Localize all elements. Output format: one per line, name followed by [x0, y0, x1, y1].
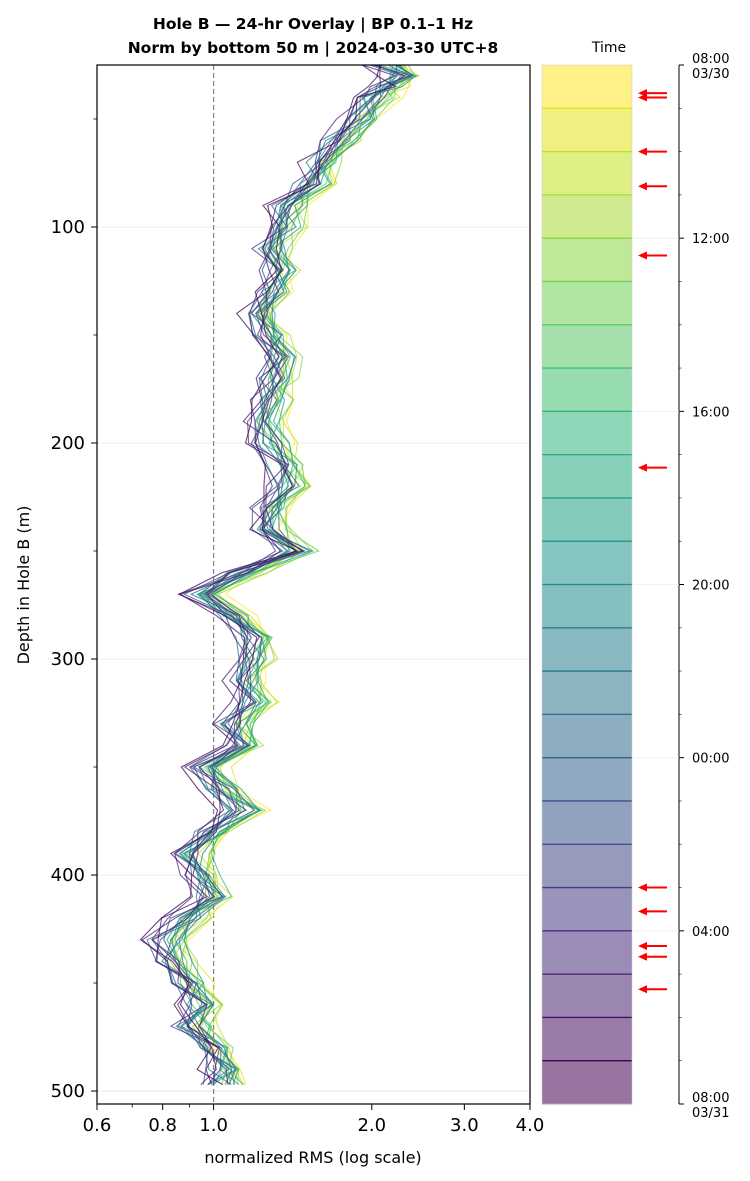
series-line-0130	[163, 64, 414, 1085]
colorbar-band-11	[542, 541, 632, 585]
event-arrow-6	[638, 883, 667, 892]
event-arrow-3	[638, 182, 667, 191]
series-line-0730	[139, 64, 398, 1086]
colorbar-tick-label-4: 00:00	[692, 752, 729, 767]
chart-title-line-2: Norm by bottom 50 m | 2024-03-30 UTC+8	[128, 39, 499, 58]
series-line-2330	[166, 64, 398, 1085]
series-line-0430	[151, 64, 398, 1085]
series-line-0630	[156, 64, 379, 1085]
series-line-0330	[151, 64, 407, 1085]
x-tick-label-0.8: 0.8	[148, 1115, 177, 1136]
event-arrows	[638, 89, 667, 994]
colorbar-band-5	[542, 281, 632, 326]
event-arrow-8	[638, 941, 667, 950]
colorbar-band-3	[542, 194, 632, 239]
colorbar-band-1	[542, 108, 632, 153]
y-tick-label-500: 500	[51, 1081, 85, 1102]
colorbar-band-15	[542, 714, 632, 759]
event-arrow-7	[638, 907, 667, 916]
event-arrow-2	[638, 147, 667, 156]
colorbar-tick-label-3: 20:00	[692, 579, 729, 594]
x-axis-label: normalized RMS (log scale)	[204, 1148, 421, 1167]
event-arrow-10	[638, 985, 667, 994]
y-axis: 100 200 300 400 500	[51, 118, 97, 1102]
colorbar-tick-label-0: 08:00 03/30	[692, 52, 729, 82]
colorbar-band-8	[542, 411, 632, 456]
colorbar	[541, 64, 633, 1105]
colorbar-band-21	[542, 974, 632, 1018]
series-line-1230	[183, 64, 405, 1085]
colorbar-band-2	[542, 151, 632, 196]
colorbar-axis: 08:00 03/30 12:00 16:00 20:00 00:00 04:00 08:00…	[632, 52, 729, 1121]
event-arrow-5	[638, 463, 667, 472]
plot-area	[96, 64, 531, 1105]
event-arrow-4	[638, 251, 667, 260]
colorbar-band-23	[542, 1060, 632, 1105]
colorbar-band-0	[542, 65, 632, 109]
series-line-1430	[169, 64, 401, 1085]
x-tick-label-4.0: 4.0	[516, 1115, 545, 1136]
y-tick-label-300: 300	[51, 649, 85, 670]
series-line-2130	[151, 64, 402, 1086]
colorbar-title: Time	[591, 40, 626, 56]
colorbar-band-19	[542, 887, 632, 932]
y-tick-label-400: 400	[51, 865, 85, 886]
series-line-1830	[183, 64, 417, 1085]
colorbar-band-17	[542, 800, 632, 845]
colorbar-band-4	[542, 238, 632, 282]
colorbar-band-7	[542, 368, 632, 412]
chart-title-line-1: Hole B — 24-hr Overlay | BP 0.1–1 Hz	[153, 15, 473, 34]
colorbar-tick-label-2: 16:00	[692, 405, 729, 420]
y-tick-label-200: 200	[51, 433, 85, 454]
series-line-1330	[179, 64, 416, 1085]
chart-title: Hole B — 24-hr Overlay | BP 0.1–1 Hz Nor…	[128, 15, 499, 58]
series-line-0830	[170, 64, 412, 1085]
y-axis-label: Depth in Hole B (m)	[14, 506, 33, 665]
colorbar-band-13	[542, 627, 632, 672]
event-arrow-1	[638, 93, 667, 102]
series-line-1130	[182, 64, 408, 1086]
x-tick-label-1.0: 1.0	[199, 1115, 228, 1136]
x-axis: 0.6 0.8 1.0 2.0 3.0 4.0	[83, 1104, 545, 1136]
colorbar-band-20	[542, 930, 632, 975]
event-arrow-9	[638, 952, 667, 961]
colorbar-band-22	[542, 1017, 632, 1062]
colorbar-band-9	[542, 454, 632, 499]
colorbar-band-14	[542, 671, 632, 715]
colorbar-band-16	[542, 757, 632, 802]
plot-frame	[96, 64, 531, 1105]
y-tick-label-100: 100	[51, 217, 85, 238]
x-tick-label-3.0: 3.0	[450, 1115, 479, 1136]
x-tick-label-2.0: 2.0	[357, 1115, 386, 1136]
x-tick-label-0.6: 0.6	[83, 1115, 112, 1136]
colorbar-tick-label-1: 12:00	[692, 232, 729, 247]
colorbar-tick-label-6: 08:00 03/31	[692, 1091, 729, 1121]
colorbar-band-10	[542, 497, 632, 542]
colorbar-band-12	[542, 584, 632, 629]
series-group	[139, 64, 421, 1086]
colorbar-band-18	[542, 844, 632, 889]
series-line-1930	[160, 64, 410, 1085]
series-line-1630	[166, 64, 419, 1086]
series-line-1030	[169, 64, 408, 1085]
colorbar-tick-label-5: 04:00	[692, 925, 729, 940]
colorbar-band-6	[542, 324, 632, 369]
